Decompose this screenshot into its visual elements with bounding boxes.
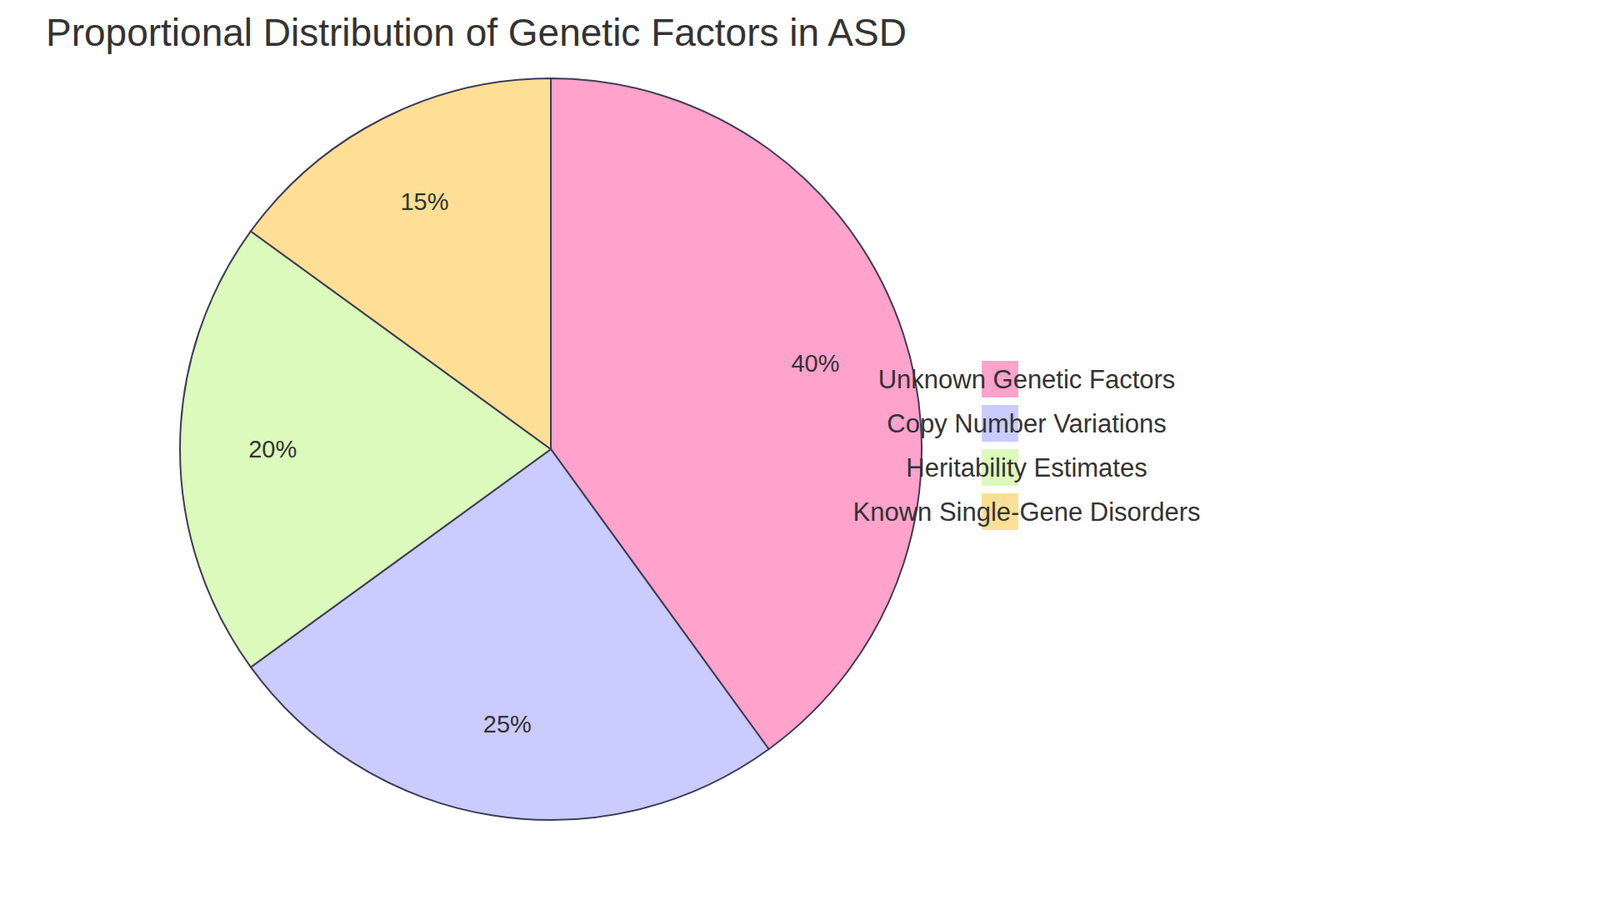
svg-text:Unknown Genetic Factors: Unknown Genetic Factors <box>878 365 1176 395</box>
svg-text:15%: 15% <box>400 188 449 215</box>
svg-text:Known Single-Gene Disorders: Known Single-Gene Disorders <box>853 497 1201 527</box>
svg-text:20%: 20% <box>248 435 297 463</box>
svg-text:25%: 25% <box>483 710 532 738</box>
svg-text:Heritability Estimates: Heritability Estimates <box>905 453 1147 483</box>
html-text:Proportional Distribution of G: Proportional Distribution of Genetic Fac… <box>45 10 907 55</box>
svg-text:Copy Number Variations: Copy Number Variations <box>886 409 1166 439</box>
svg-text:40%: 40% <box>790 350 840 377</box>
